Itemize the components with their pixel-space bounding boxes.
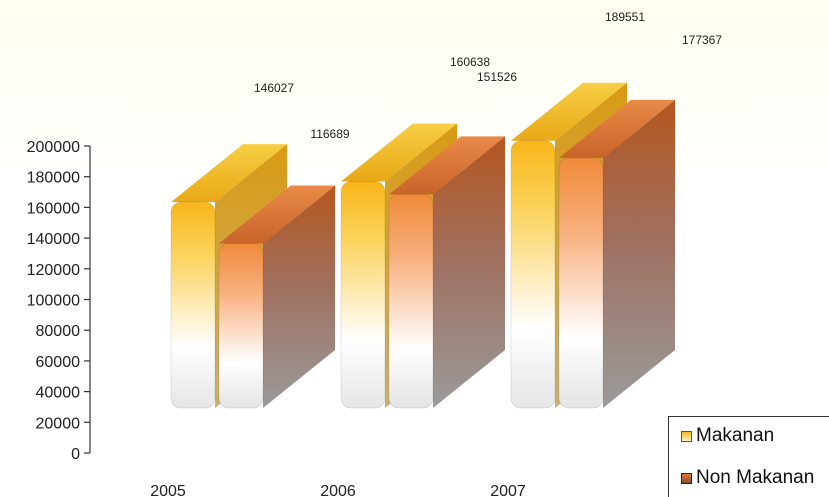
x-tick-label: 2005	[150, 483, 186, 497]
legend-label-makanan: Makanan	[696, 425, 775, 446]
y-tick-label: 140000	[27, 231, 80, 248]
y-tick-label: 40000	[36, 385, 81, 402]
x-tick-label: 2007	[490, 483, 526, 497]
legend-swatch-non-makanan	[681, 472, 692, 484]
y-tick-label: 180000	[27, 170, 80, 187]
y-tick-label: 120000	[27, 262, 80, 279]
bar-side-face	[433, 136, 505, 409]
data-label-makanan-2006: 160638	[450, 55, 490, 69]
legend-label-non-makanan: Non Makanan	[696, 467, 815, 488]
legend-item-non-makanan: Non Makanan	[681, 467, 814, 489]
legend-swatch-makanan	[681, 430, 692, 442]
bar-top-face	[341, 123, 457, 182]
y-tick-label: 200000	[27, 139, 80, 156]
bar-top-face	[511, 82, 627, 141]
bar-side-face	[263, 185, 335, 408]
y-tick-label: 20000	[36, 415, 81, 432]
data-label-makanan-2007: 189551	[605, 10, 645, 24]
data-label-makanan-2005: 146027	[254, 81, 294, 95]
bar-top-face	[389, 136, 505, 195]
bar-top-face	[219, 185, 335, 244]
bar-non-makanan-2005	[218, 185, 335, 409]
bar-front-face	[388, 193, 434, 409]
bar-front-face	[170, 201, 216, 409]
y-tick-label: 60000	[36, 354, 81, 371]
bar-top-face	[171, 144, 287, 203]
bar-non-makanan-2007	[558, 99, 675, 409]
legend-item-makanan: Makanan	[681, 425, 774, 447]
data-label-non-makanan-2007: 177367	[682, 33, 722, 47]
y-tick-label: 80000	[36, 323, 81, 340]
bar-non-makanan-2006	[388, 136, 505, 409]
bar-top-face	[559, 99, 675, 158]
data-label-non-makanan-2006: 151526	[477, 70, 517, 84]
y-tick-label: 100000	[27, 293, 80, 310]
bar-side-face	[603, 99, 675, 408]
bar-front-face	[340, 181, 386, 409]
bar-front-face	[558, 157, 604, 409]
bar-front-face	[510, 140, 556, 409]
y-tick-label: 0	[71, 446, 80, 463]
legend: Makanan Non Makanan	[668, 416, 829, 497]
data-label-non-makanan-2005: 116689	[310, 127, 349, 141]
x-tick-label: 2006	[320, 483, 356, 497]
y-tick-label: 160000	[27, 200, 80, 217]
bar-front-face	[218, 243, 264, 409]
